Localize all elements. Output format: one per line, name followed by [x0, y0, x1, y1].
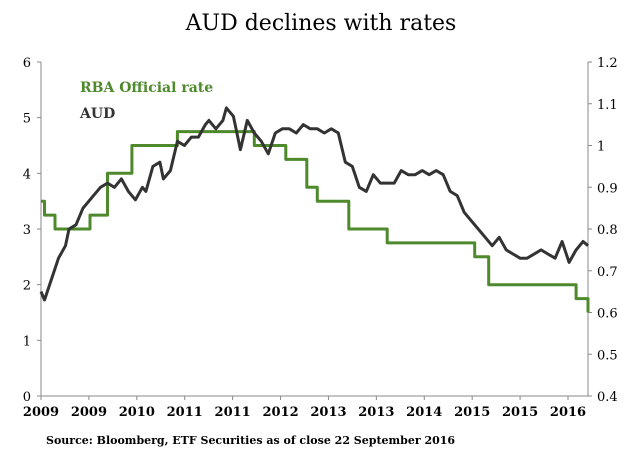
x-axis-ticks: 2009 2009 2010 2011 2011 2012 2013 2013 2014 2015… — [23, 396, 586, 420]
x-tick-label: 2011 — [215, 405, 251, 420]
chart-title: AUD declines with rates — [185, 11, 457, 36]
left-tick-label: 2 — [23, 279, 31, 294]
right-tick-label: 0.4 — [597, 390, 618, 405]
aud-line — [39, 106, 589, 302]
left-axis-ticks: 0 1 2 3 4 5 6 — [23, 56, 41, 405]
x-tick-label: 2014 — [406, 405, 442, 420]
series-layer — [39, 106, 590, 313]
left-tick-label: 1 — [23, 334, 31, 349]
x-tick-label: 2010 — [119, 405, 155, 420]
axes — [40, 62, 589, 397]
x-tick-label: 2013 — [358, 405, 394, 420]
right-tick-label: 0.8 — [597, 223, 618, 238]
right-tick-label: 1 — [597, 140, 605, 155]
x-tick-label: 2015 — [454, 405, 490, 420]
left-tick-label: 0 — [23, 390, 31, 405]
right-tick-label: 0.9 — [597, 181, 618, 196]
x-tick-label: 2011 — [167, 405, 203, 420]
right-tick-label: 0.5 — [597, 348, 618, 363]
x-tick-label: 2012 — [262, 405, 298, 420]
right-tick-label: 1.1 — [597, 98, 618, 113]
x-tick-label: 2016 — [550, 405, 586, 420]
left-tick-label: 4 — [23, 167, 31, 182]
source-note: Source: Bloomberg, ETF Securities as of … — [46, 434, 455, 447]
right-tick-label: 0.6 — [597, 307, 618, 322]
right-tick-label: 0.7 — [597, 265, 618, 280]
x-tick-label: 2013 — [310, 405, 346, 420]
x-tick-label: 2009 — [23, 405, 59, 420]
x-tick-label: 2009 — [71, 405, 107, 420]
left-tick-label: 3 — [23, 223, 31, 238]
x-tick-label: 2015 — [502, 405, 538, 420]
right-tick-label: 1.2 — [597, 56, 618, 71]
right-axis-ticks: 0.4 0.5 0.6 0.7 0.8 0.9 1 1.1 1.2 — [588, 56, 618, 405]
legend-rba: RBA Official rate — [80, 80, 213, 96]
legend-aud: AUD — [79, 106, 115, 122]
left-tick-label: 5 — [23, 112, 31, 127]
rba-rate-line — [41, 130, 590, 313]
left-tick-label: 6 — [23, 56, 31, 71]
